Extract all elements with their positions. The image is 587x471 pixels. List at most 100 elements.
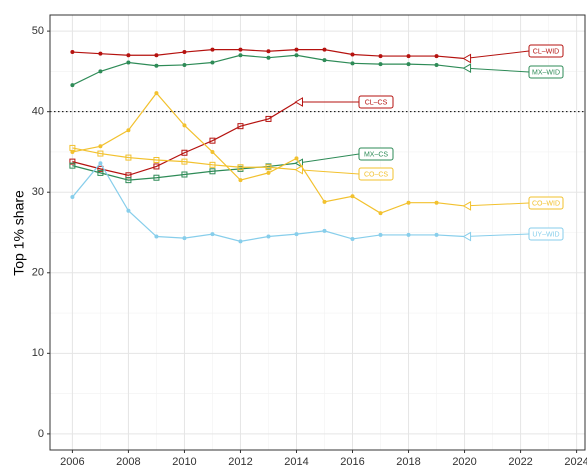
series-label: CO–WID (532, 200, 560, 207)
marker (294, 47, 299, 52)
marker (69, 158, 76, 165)
marker (154, 234, 159, 239)
series-label: MX–CS (364, 151, 388, 158)
label-box (528, 227, 564, 241)
marker (70, 50, 75, 55)
end-marker (462, 53, 472, 64)
x-tick-label: 2008 (116, 456, 140, 466)
marker (266, 234, 271, 239)
marker (350, 194, 355, 199)
marker (209, 161, 216, 168)
marker (237, 123, 244, 130)
marker (434, 232, 439, 237)
end-marker (294, 164, 303, 175)
marker (266, 170, 271, 175)
y-axis-label: Top 1% share (11, 190, 27, 276)
marker (406, 54, 411, 59)
marker (210, 47, 215, 52)
marker (154, 63, 159, 68)
marker (266, 55, 271, 60)
x-tick-label: 2020 (452, 456, 476, 466)
marker (69, 162, 76, 169)
y-tick-label: 30 (32, 186, 44, 198)
marker (97, 169, 104, 176)
marker (182, 50, 187, 55)
marker (98, 69, 103, 74)
y-tick-label: 20 (32, 267, 44, 279)
y-tick-label: 50 (32, 25, 44, 37)
panel-border (49, 14, 586, 451)
marker (154, 53, 159, 58)
x-tick-label: 2022 (508, 456, 532, 466)
x-tick-label: 2012 (228, 456, 252, 466)
x-tick-label: 2014 (284, 456, 308, 466)
marker (126, 128, 131, 133)
series-label: UY–WID (532, 231, 559, 238)
marker (238, 178, 243, 183)
marker (98, 51, 103, 56)
marker (406, 232, 411, 237)
marker (126, 208, 131, 213)
label-box (528, 65, 564, 79)
marker (181, 158, 188, 165)
marker (434, 200, 439, 205)
x-tick-label: 2006 (60, 456, 84, 466)
marker (98, 144, 103, 149)
marker (406, 200, 411, 205)
series-line (72, 101, 297, 176)
marker (97, 165, 104, 172)
y-tick-label: 10 (32, 347, 44, 359)
label-box (528, 44, 564, 58)
marker (322, 199, 327, 204)
marker (265, 164, 272, 171)
marker (266, 49, 271, 54)
marker (350, 61, 355, 66)
series-label: CL–CS (365, 99, 388, 106)
marker (125, 177, 132, 184)
marker (153, 157, 160, 163)
label-connector (296, 169, 360, 175)
end-marker (462, 231, 472, 242)
marker (238, 239, 243, 244)
marker (294, 156, 299, 161)
label-connector (464, 67, 530, 73)
x-tick-label: 2018 (396, 456, 420, 466)
label-box (528, 196, 564, 210)
marker (378, 232, 383, 237)
marker (322, 58, 327, 63)
marker (70, 83, 75, 88)
marker (294, 232, 299, 237)
marker (209, 168, 216, 175)
label-box (358, 147, 394, 161)
marker (182, 123, 187, 128)
marker (210, 232, 215, 237)
series-label: CO–CS (364, 171, 388, 178)
label-connector (464, 50, 530, 59)
marker (350, 52, 355, 57)
marker (154, 91, 159, 96)
marker (434, 54, 439, 59)
y-tick-label: 0 (38, 428, 44, 440)
series-label: MX–WID (532, 69, 560, 76)
marker (97, 150, 104, 157)
end-marker (462, 201, 472, 211)
label-connector (464, 202, 530, 207)
label-box (358, 167, 394, 181)
marker (70, 195, 75, 200)
marker (406, 62, 411, 67)
marker (238, 47, 243, 52)
series-line (72, 147, 297, 171)
marker (182, 236, 187, 241)
x-tick-label: 2010 (172, 456, 196, 466)
marker (265, 115, 272, 122)
x-tick-label: 2016 (340, 456, 364, 466)
label-box (358, 95, 394, 109)
marker (126, 60, 131, 65)
marker (322, 47, 327, 52)
marker (434, 62, 439, 67)
marker (378, 211, 383, 216)
marker (153, 163, 160, 170)
label-connector (464, 233, 530, 238)
marker (98, 161, 103, 166)
